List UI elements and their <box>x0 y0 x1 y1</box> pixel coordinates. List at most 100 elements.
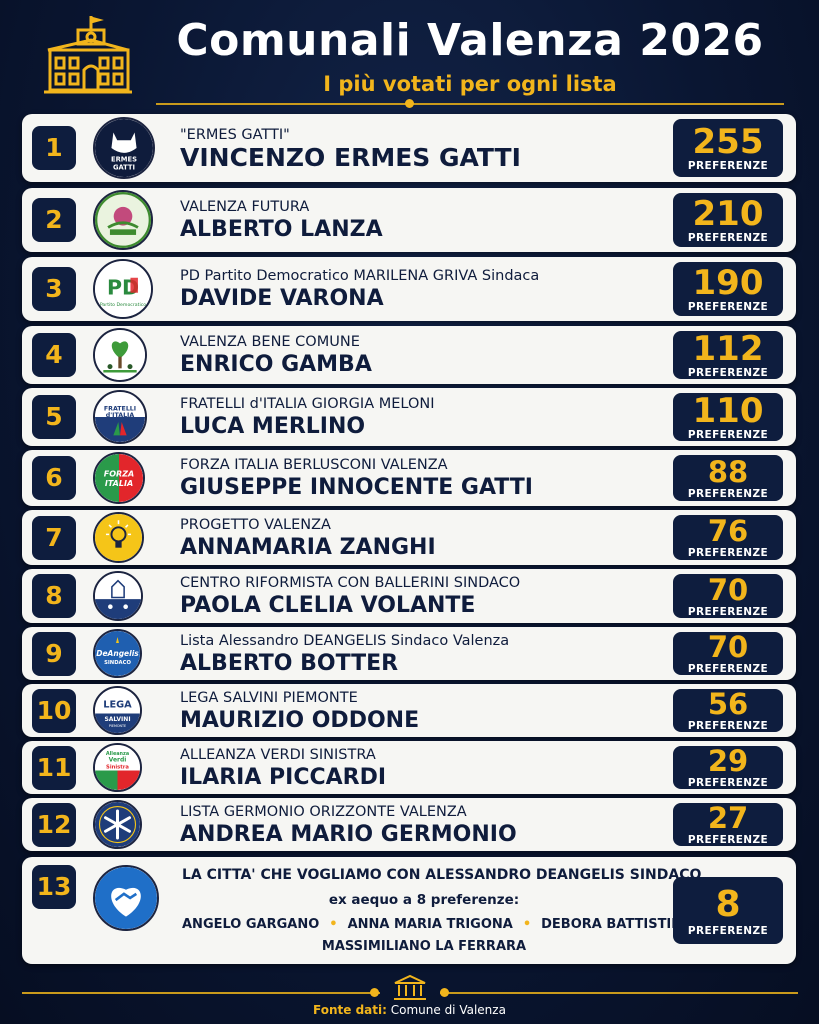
rank-badge: 8 <box>32 574 76 618</box>
valenza-futura-logo-icon <box>93 190 153 250</box>
preferences-label: PREFERENZE <box>687 720 769 732</box>
list-name: CENTRO RIFORMISTA CON BALLERINI SINDACO <box>180 575 521 591</box>
candidate-name: ANNAMARIA ZANGHI <box>180 534 436 560</box>
svg-text:SINDACO: SINDACO <box>104 660 131 666</box>
preferences-count: 56 <box>707 687 749 721</box>
preferences-count: 88 <box>707 454 749 489</box>
preferences-count: 110 <box>692 391 764 431</box>
candidate-name: PAOLA CLELIA VOLANTE <box>180 593 476 618</box>
separator-dot: • <box>522 917 532 932</box>
header-divider <box>156 103 784 105</box>
fdi-logo-icon: FRATELLI d'ITALIA <box>93 390 147 444</box>
preferences-label: PREFERENZE <box>687 663 769 675</box>
preferences-box: 8 PREFERENZE <box>673 877 783 944</box>
candidate-name: ILARIA PICCARDI <box>180 764 387 790</box>
preferences-count: 29 <box>707 744 749 778</box>
preferences-box: 88 PREFERENZE <box>673 455 783 501</box>
preferences-count: 70 <box>707 572 749 607</box>
avs-logo-icon: Alleanza Verdi Sinistra <box>93 743 142 792</box>
svg-text:ERMES: ERMES <box>111 156 137 164</box>
rank-badge: 4 <box>32 333 76 377</box>
preferences-box: 76 PREFERENZE <box>673 515 783 560</box>
footer-dot-right <box>440 988 449 997</box>
ex-aequo-block: LA CITTA' CHE VOGLIAMO CON ALESSANDRO DE… <box>32 857 702 964</box>
preferences-count: 27 <box>707 801 749 835</box>
list-name: "ERMES GATTI" <box>180 127 290 143</box>
list-name: VALENZA BENE COMUNE <box>180 334 360 350</box>
svg-text:Verdi: Verdi <box>109 757 127 764</box>
preferences-box: 27 PREFERENZE <box>673 803 783 846</box>
preferences-label: PREFERENZE <box>687 925 769 937</box>
footer-dot-left <box>370 988 379 997</box>
town-hall-icon <box>44 16 132 94</box>
svg-text:PIEMONTE: PIEMONTE <box>109 724 126 728</box>
footer-divider-left <box>22 992 380 994</box>
list-name: LISTA GERMONIO ORIZZONTE VALENZA <box>180 803 467 820</box>
result-row: 1 ERMES GATTI "ERMES GATTI" VINCENZO ERMES G… <box>22 114 796 182</box>
list-name: FORZA ITALIA BERLUSCONI VALENZA <box>180 457 448 473</box>
header-divider-dot <box>405 99 414 108</box>
footer-divider-right <box>440 992 798 994</box>
candidate-name: MASSIMILIANO LA FERRARA <box>321 939 527 954</box>
candidate-name: ANNA MARIA TRIGONA <box>347 917 513 932</box>
rank-badge: 10 <box>32 688 76 733</box>
svg-text:Partito Democratico: Partito Democratico <box>100 302 146 308</box>
candidate-name: DAVIDE VARONA <box>180 286 384 311</box>
source-label: Fonte dati: <box>313 1003 387 1017</box>
header: Comunali Valenza 2026 I più votati per o… <box>0 0 819 110</box>
result-row: 12 LISTA GERMONIO ORIZZONTE VALENZA ANDREA… <box>22 798 796 851</box>
tree-heart-logo-icon <box>93 328 147 382</box>
preferences-count: 76 <box>707 514 749 548</box>
list-name: LA CITTA' CHE VOGLIAMO CON ALESSANDRO DE… <box>182 867 702 883</box>
candidate-name: LUCA MERLINO <box>180 414 366 439</box>
svg-text:SALVINI: SALVINI <box>104 716 130 723</box>
preferences-box: 70 PREFERENZE <box>673 574 783 618</box>
rank-badge: 7 <box>32 515 76 560</box>
lightbulb-logo-icon <box>93 512 144 563</box>
result-row: 2 VALENZA FUTURA ALBERTO LANZA 210 PREFERENZ… <box>22 188 796 252</box>
list-name: LEGA SALVINI PIEMONTE <box>180 689 358 706</box>
preferences-box: 70 PREFERENZE <box>673 632 783 675</box>
page-subtitle: I più votati per ogni lista <box>323 72 617 96</box>
preferences-label: PREFERENZE <box>687 429 769 441</box>
preferences-label: PREFERENZE <box>687 301 769 313</box>
preferences-box: 210 PREFERENZE <box>673 193 783 247</box>
svg-text:DeAngelis: DeAngelis <box>96 649 139 658</box>
candidate-names: ANGELO GARGANO • ANNA MARIA TRIGONA • DEBORA… <box>182 917 687 932</box>
candidate-name: DEBORA BATTISTINI <box>541 917 687 932</box>
result-row: 4 VALENZA BENE COMUNE ENRICO GAMBA 112 PREFE… <box>22 326 796 384</box>
svg-text:ITALIA: ITALIA <box>105 479 133 488</box>
preferences-label: PREFERENZE <box>687 160 769 172</box>
rank-badge: 11 <box>32 745 76 790</box>
church-logo-icon <box>93 571 143 621</box>
rank-badge: 13 <box>32 865 76 909</box>
candidate-name: ALBERTO LANZA <box>180 217 383 242</box>
handshake-heart-logo-icon <box>93 865 159 931</box>
list-name: ALLEANZA VERDI SINISTRA <box>180 746 376 763</box>
ex-aequo-note: ex aequo a 8 preferenze: <box>328 892 520 908</box>
list-name: Lista Alessandro DEANGELIS Sindaco Valen… <box>180 632 510 649</box>
preferences-label: PREFERENZE <box>687 367 769 379</box>
preferences-count: 8 <box>715 884 741 925</box>
result-row: 6 FORZA ITALIA FORZA ITALIA BERLUSCONI VALE… <box>22 450 796 506</box>
forza-italia-logo-icon: FORZA ITALIA <box>93 452 145 504</box>
preferences-label: PREFERENZE <box>687 232 769 244</box>
candidate-name: ALBERTO BOTTER <box>180 650 399 676</box>
preferences-box: 110 PREFERENZE <box>673 393 783 441</box>
rank-badge: 12 <box>32 802 76 847</box>
list-name: PROGETTO VALENZA <box>180 516 331 533</box>
result-row: 9 DeAngelis SINDACO Lista Alessandro DEANGE… <box>22 627 796 680</box>
svg-text:FRATELLI: FRATELLI <box>104 405 136 412</box>
deangelis-logo-icon: DeAngelis SINDACO <box>93 629 142 678</box>
svg-text:Sinistra: Sinistra <box>106 764 129 770</box>
list-name: VALENZA FUTURA <box>180 199 310 215</box>
preferences-box: 190 PREFERENZE <box>673 262 783 316</box>
cat-logo-icon: ERMES GATTI <box>93 117 155 179</box>
result-row: 8 CENTRO RIFORMISTA CON BALLERINI SINDACO… <box>22 569 796 623</box>
preferences-count: 210 <box>692 194 764 234</box>
rank-badge: 5 <box>32 395 76 439</box>
list-name: FRATELLI d'ITALIA GIORGIA MELONI <box>180 396 435 412</box>
source-note: Fonte dati: Comune di Valenza <box>0 1003 819 1017</box>
preferences-box: 255 PREFERENZE <box>673 119 783 177</box>
preferences-count: 112 <box>692 329 764 369</box>
